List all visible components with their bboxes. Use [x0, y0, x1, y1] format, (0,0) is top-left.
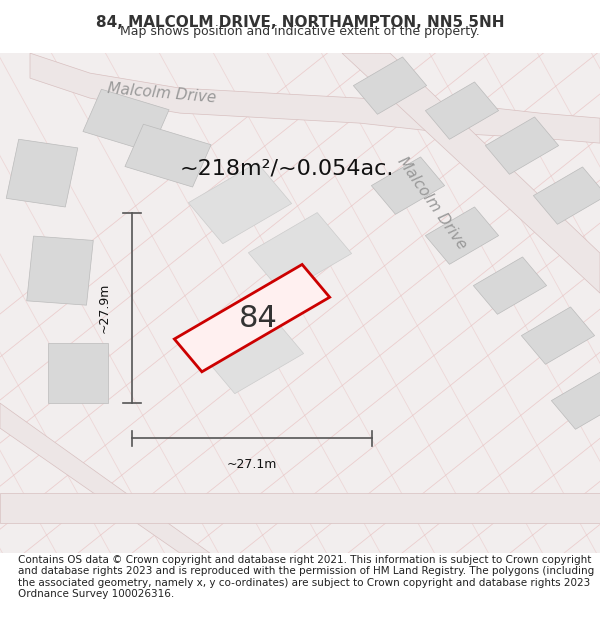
Bar — [6, 139, 78, 207]
Bar — [425, 207, 499, 264]
Text: Map shows position and indicative extent of the property.: Map shows position and indicative extent… — [120, 25, 480, 38]
Bar — [248, 213, 352, 294]
Bar — [521, 307, 595, 364]
Polygon shape — [342, 53, 600, 293]
Bar — [83, 89, 169, 152]
Bar — [188, 162, 292, 244]
Text: Malcolm Drive: Malcolm Drive — [395, 154, 469, 252]
Text: ~218m²/~0.054ac.: ~218m²/~0.054ac. — [180, 158, 394, 178]
Polygon shape — [30, 53, 600, 143]
Text: ~27.9m: ~27.9m — [98, 283, 111, 333]
Bar — [425, 82, 499, 139]
Bar — [353, 57, 427, 114]
Bar — [48, 343, 108, 403]
Text: ~27.1m: ~27.1m — [227, 458, 277, 471]
Text: 84, MALCOLM DRIVE, NORTHAMPTON, NN5 5NH: 84, MALCOLM DRIVE, NORTHAMPTON, NN5 5NH — [96, 15, 504, 30]
Bar — [125, 124, 211, 187]
Bar — [200, 312, 304, 394]
Bar — [371, 157, 445, 214]
Text: Malcolm Drive: Malcolm Drive — [107, 81, 217, 106]
Text: Contains OS data © Crown copyright and database right 2021. This information is : Contains OS data © Crown copyright and d… — [18, 554, 594, 599]
Bar — [27, 236, 93, 305]
Bar — [551, 372, 600, 429]
Text: 84: 84 — [239, 304, 277, 332]
Bar — [533, 167, 600, 224]
Polygon shape — [0, 493, 600, 523]
Polygon shape — [175, 264, 329, 372]
Polygon shape — [0, 403, 210, 553]
Bar — [473, 257, 547, 314]
Bar — [485, 117, 559, 174]
